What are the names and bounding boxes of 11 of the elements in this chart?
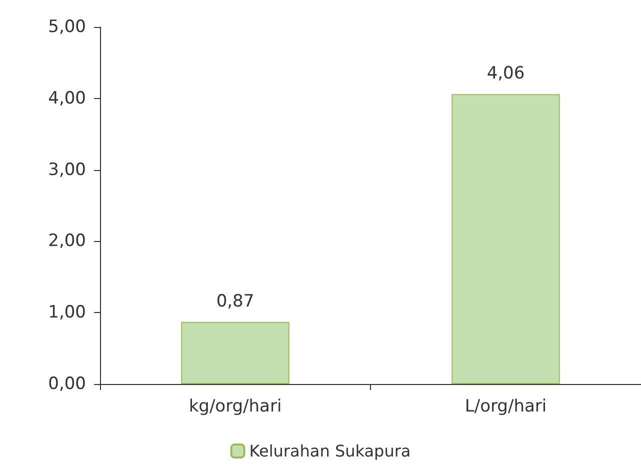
y-tick-label: 1,00 — [48, 302, 86, 323]
data-label: 4,06 — [486, 64, 525, 84]
x-tick-label: L/org/hari — [464, 396, 547, 416]
y-tick-label: 2,00 — [48, 231, 86, 252]
data-label: 0,87 — [216, 291, 254, 312]
y-tick-label: 3,00 — [48, 160, 86, 180]
y-tick-label: 5,00 — [48, 17, 86, 37]
legend-label: Kelurahan Sukapura — [249, 442, 411, 460]
x-tick-label: kg/org/hari — [188, 396, 282, 416]
y-tick-label: 4,00 — [48, 88, 86, 108]
y-tick-label: 0,00 — [48, 374, 86, 394]
